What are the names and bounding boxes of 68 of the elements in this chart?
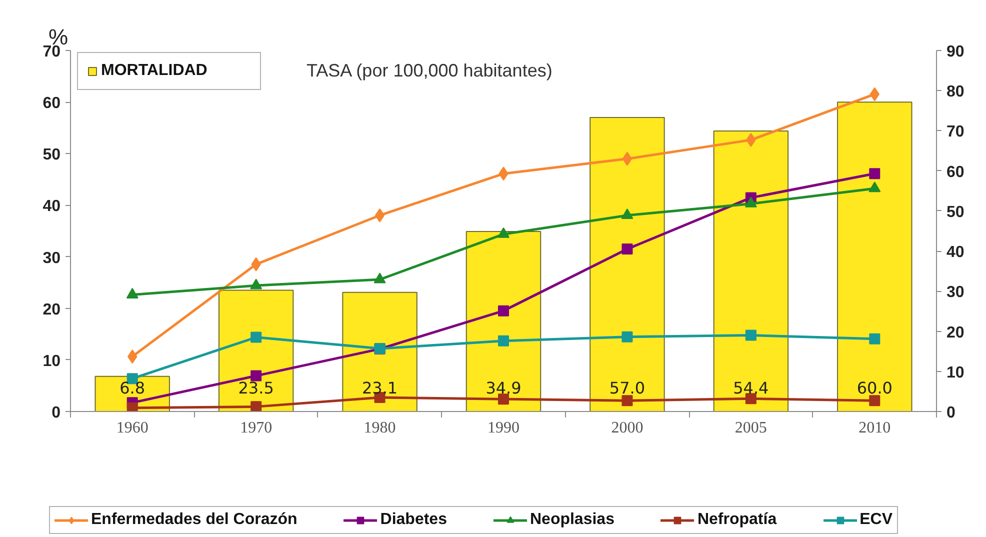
y2-tick-label: 10	[946, 364, 964, 382]
legend-label: Nefropatía	[697, 510, 777, 528]
point	[869, 333, 880, 344]
y-tick-label: 20	[42, 301, 61, 318]
point	[250, 332, 262, 343]
legend-label: Neoplasias	[530, 510, 614, 528]
legend-label: Diabetes	[380, 510, 447, 528]
bar	[590, 117, 665, 412]
bar	[837, 102, 912, 412]
y2-tick-label: 80	[946, 84, 964, 101]
y-tick-label: 50	[42, 146, 61, 164]
y-tick-label: 30	[42, 250, 61, 267]
bar	[342, 292, 418, 412]
y2-tick-label: 20	[946, 324, 964, 342]
x-tick-label: 1960	[116, 420, 148, 436]
data-label: 34.9	[486, 378, 522, 398]
y2-tick-label: 90	[946, 44, 964, 60]
y-tick-label: 60	[42, 95, 61, 112]
point	[498, 335, 509, 346]
legend-label: Enfermedades del Corazón	[91, 510, 298, 528]
x-tick-label: 1990	[488, 420, 520, 436]
x-tick-label: 2010	[858, 420, 891, 436]
point	[868, 182, 881, 192]
point	[374, 272, 386, 284]
y2-tick-label: 30	[946, 284, 964, 302]
y2-tick-label: 60	[946, 164, 964, 181]
point	[498, 394, 509, 405]
x-tick-label: 2000	[611, 420, 644, 436]
y2-tick-label: 0	[946, 404, 956, 422]
annotation: TASA (por 100,000 habitantes)	[306, 60, 552, 80]
point	[869, 168, 880, 180]
y-tick-label: 0	[52, 404, 61, 422]
point	[745, 393, 756, 404]
data-label: 23.1	[362, 378, 398, 398]
bar	[466, 231, 542, 412]
bar	[713, 130, 789, 412]
point	[745, 330, 756, 341]
y-tick-label: 10	[42, 352, 61, 370]
point	[622, 152, 632, 166]
data-label: 6.8	[120, 378, 146, 398]
point	[621, 208, 634, 220]
y2-tick-label: 40	[946, 244, 964, 262]
data-label: 57.0	[609, 378, 646, 398]
point	[622, 244, 633, 255]
y-tick-label: 40	[42, 198, 61, 216]
legend-label: MORTALIDAD	[101, 62, 208, 80]
point	[869, 395, 880, 406]
data-label: 54.4	[733, 378, 769, 398]
point	[250, 401, 262, 412]
point	[250, 278, 262, 290]
point	[498, 227, 510, 238]
point	[374, 208, 385, 222]
y2-tick-label: 50	[946, 204, 964, 221]
point	[622, 331, 633, 342]
legend-label: ECV	[860, 510, 892, 528]
data-label: 60.0	[856, 378, 892, 398]
point	[250, 370, 262, 382]
x-tick-label: 2005	[734, 420, 767, 436]
point	[744, 196, 757, 208]
point	[126, 402, 138, 412]
bar	[218, 290, 294, 412]
x-tick-label: 1970	[240, 420, 272, 436]
data-label: 23.5	[238, 378, 274, 398]
y2-tick-label: 70	[946, 124, 964, 141]
point	[498, 305, 509, 316]
point	[622, 395, 633, 406]
x-tick-label: 1980	[364, 420, 396, 436]
point	[126, 288, 138, 298]
